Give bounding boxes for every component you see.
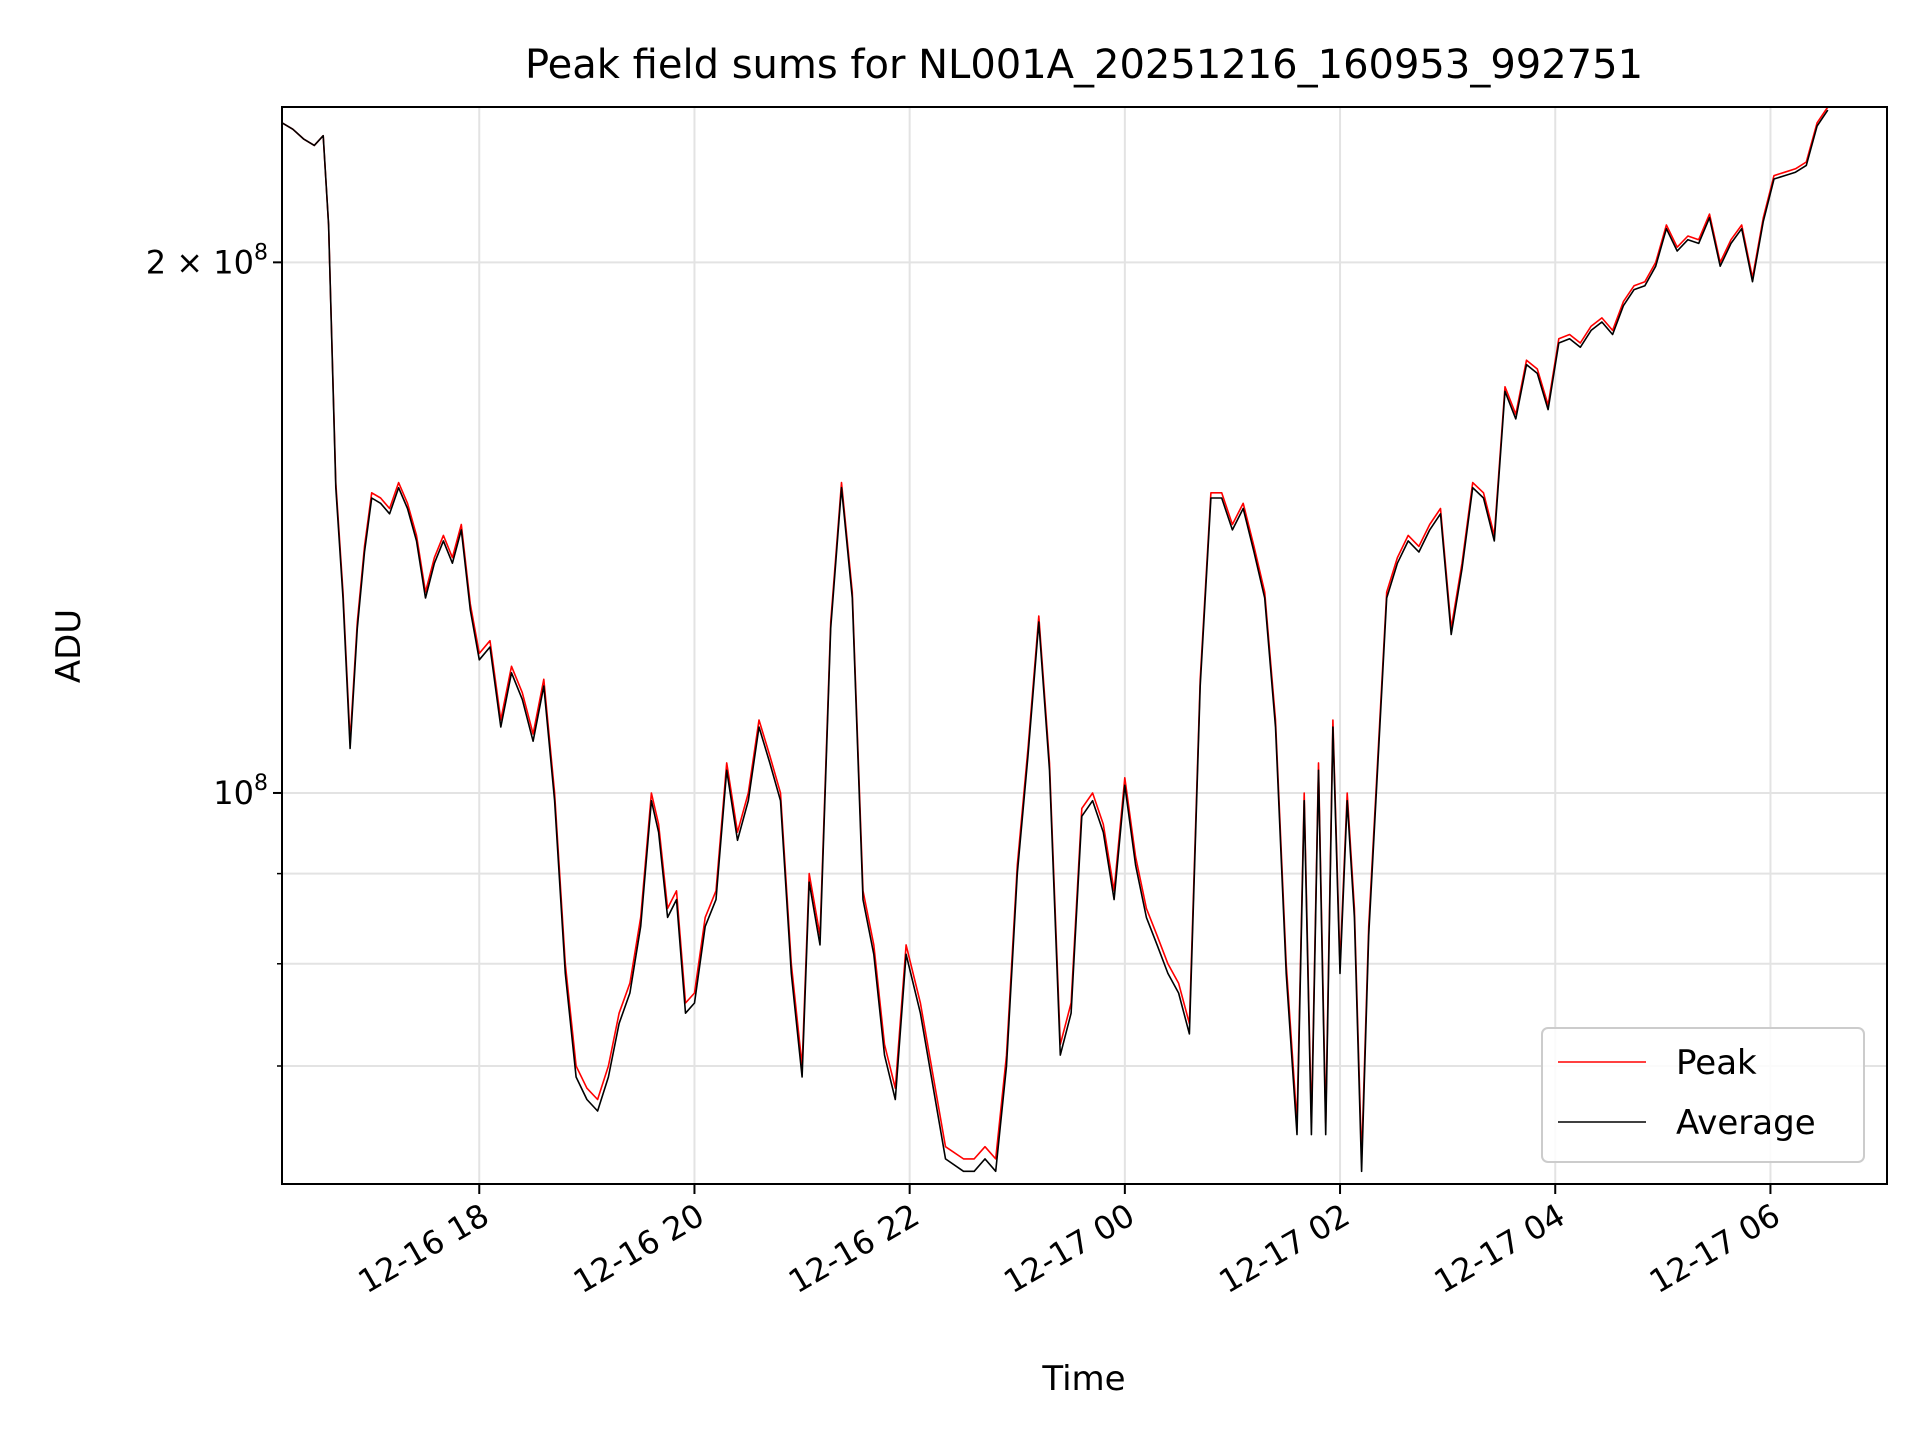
legend-label-peak: Peak — [1676, 1043, 1757, 1083]
x-tick-label: 12-17 06 — [1643, 1196, 1787, 1301]
x-axis-ticks: 12-16 18 12-16 20 12-16 22 12-17 00 12-17 02… — [352, 1184, 1787, 1301]
grid — [282, 107, 1887, 1184]
legend-label-average: Average — [1676, 1103, 1816, 1143]
series-line-peak — [281, 106, 1829, 1160]
chart-title: Peak field sums for NL001A_20251216_1609… — [525, 42, 1643, 88]
y-tick-label: 108 — [213, 771, 268, 812]
x-tick-label: 12-16 22 — [782, 1196, 926, 1301]
series-layer — [281, 106, 1829, 1173]
x-tick-label: 12-16 18 — [352, 1196, 496, 1301]
legend: Peak Average — [1541, 1027, 1865, 1163]
y-axis-label: ADU — [49, 609, 89, 683]
y-axis-ticks: 108 2 × 108 — [146, 240, 282, 1067]
x-tick-label: 12-17 02 — [1212, 1196, 1356, 1301]
series-line-average — [281, 109, 1829, 1173]
y-tick-label: 2 × 108 — [146, 240, 268, 281]
x-tick-label: 12-16 20 — [567, 1196, 711, 1301]
x-tick-label: 12-17 04 — [1428, 1196, 1572, 1301]
x-axis-label: Time — [1041, 1359, 1125, 1399]
x-tick-label: 12-17 00 — [997, 1196, 1141, 1301]
plot-frame — [281, 106, 1888, 1185]
